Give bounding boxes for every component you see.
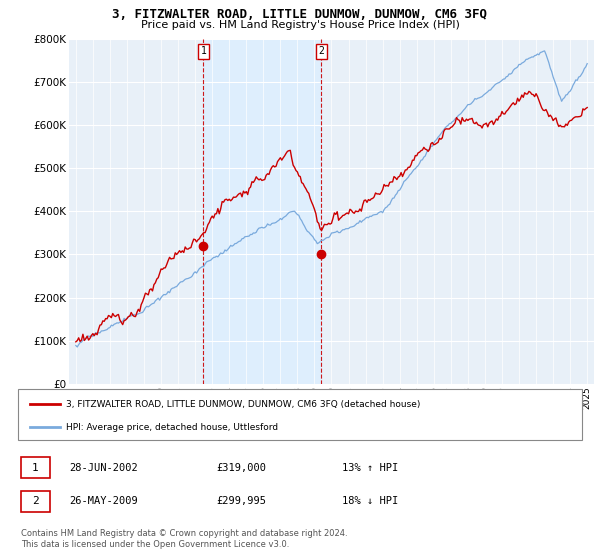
Text: Price paid vs. HM Land Registry's House Price Index (HPI): Price paid vs. HM Land Registry's House … xyxy=(140,20,460,30)
Text: 2: 2 xyxy=(319,46,324,56)
Text: 28-JUN-2002: 28-JUN-2002 xyxy=(69,463,138,473)
Text: 1: 1 xyxy=(32,463,39,473)
Text: 3, FITZWALTER ROAD, LITTLE DUNMOW, DUNMOW, CM6 3FQ: 3, FITZWALTER ROAD, LITTLE DUNMOW, DUNMO… xyxy=(113,8,487,21)
Text: £299,995: £299,995 xyxy=(216,496,266,506)
Text: 26-MAY-2009: 26-MAY-2009 xyxy=(69,496,138,506)
Text: HPI: Average price, detached house, Uttlesford: HPI: Average price, detached house, Uttl… xyxy=(66,423,278,432)
Text: 18% ↓ HPI: 18% ↓ HPI xyxy=(342,496,398,506)
Text: 13% ↑ HPI: 13% ↑ HPI xyxy=(342,463,398,473)
Bar xyxy=(203,39,321,384)
Text: 2: 2 xyxy=(32,496,39,506)
Text: 3, FITZWALTER ROAD, LITTLE DUNMOW, DUNMOW, CM6 3FQ (detached house): 3, FITZWALTER ROAD, LITTLE DUNMOW, DUNMO… xyxy=(66,400,421,409)
Text: £319,000: £319,000 xyxy=(216,463,266,473)
Text: Contains HM Land Registry data © Crown copyright and database right 2024.
This d: Contains HM Land Registry data © Crown c… xyxy=(21,529,347,549)
Text: 1: 1 xyxy=(200,46,206,56)
